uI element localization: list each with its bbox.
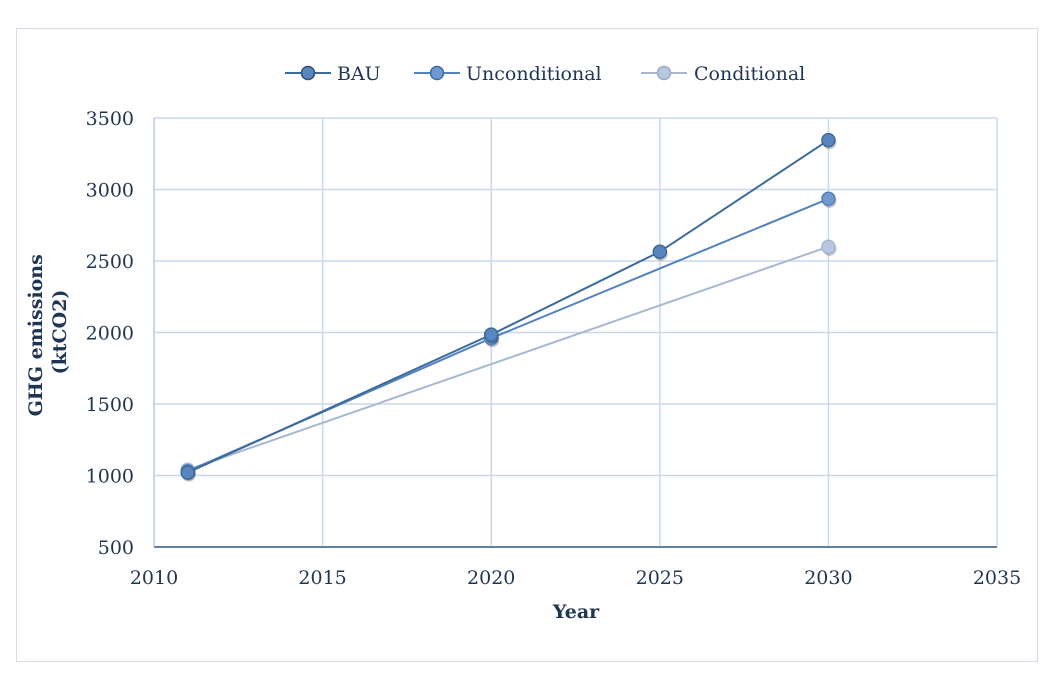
legend-item-conditional[interactable]: Conditional bbox=[641, 63, 805, 85]
x-axis-title: Year bbox=[552, 601, 600, 623]
series-conditional bbox=[180, 239, 837, 479]
legend-label-bau: BAU bbox=[337, 63, 381, 85]
data-point-unconditional[interactable] bbox=[821, 191, 836, 207]
data-point-bau[interactable] bbox=[180, 465, 195, 480]
legend-label-conditional: Conditional bbox=[694, 63, 805, 85]
legend-label-unconditional: Unconditional bbox=[466, 63, 602, 85]
grid bbox=[154, 117, 998, 547]
x-tick-label: 2010 bbox=[130, 567, 178, 589]
y-axis-title-line-2: (ktCO2) bbox=[49, 290, 71, 375]
y-tick-label: 2000 bbox=[86, 323, 134, 345]
x-tick-label: 2015 bbox=[298, 567, 346, 589]
legend-marker-unconditional bbox=[429, 65, 445, 81]
series-line-bau bbox=[187, 139, 829, 474]
series-bau bbox=[180, 132, 837, 482]
legend: BAU Unconditional Conditional bbox=[285, 63, 805, 85]
axes bbox=[153, 118, 997, 548]
y-tick-label: 500 bbox=[98, 537, 134, 559]
tick-labels: 500 1000 1500 2000 2500 3000 3500 2010 2015 2020 2… bbox=[86, 108, 1022, 589]
x-tick-label: 2030 bbox=[804, 567, 852, 589]
legend-marker-bau bbox=[300, 65, 316, 81]
legend-item-unconditional[interactable]: Unconditional bbox=[414, 63, 602, 85]
y-tick-label: 1000 bbox=[86, 466, 134, 488]
legend-item-bau[interactable]: BAU bbox=[285, 63, 381, 85]
y-axis-title-line-1: GHG emissions bbox=[25, 254, 47, 416]
data-point-conditional[interactable] bbox=[821, 239, 836, 254]
x-tick-label: 2025 bbox=[636, 567, 684, 589]
series bbox=[180, 132, 837, 482]
series-line-unconditional bbox=[187, 197, 829, 473]
x-tick-label: 2020 bbox=[467, 567, 515, 589]
data-point-bau[interactable] bbox=[483, 327, 499, 342]
legend-marker-conditional bbox=[656, 65, 672, 81]
data-point-bau[interactable] bbox=[652, 244, 668, 259]
y-tick-label: 1500 bbox=[86, 394, 134, 416]
series-line-conditional bbox=[187, 245, 829, 471]
x-tick-label: 2035 bbox=[973, 567, 1021, 589]
y-tick-label: 3500 bbox=[86, 108, 134, 130]
y-tick-label: 3000 bbox=[86, 180, 134, 202]
y-axis-title: GHG emissions (ktCO2) bbox=[25, 248, 71, 417]
data-point-bau[interactable] bbox=[821, 132, 836, 148]
chart-frame bbox=[16, 28, 1038, 662]
y-tick-label: 2500 bbox=[86, 251, 134, 273]
